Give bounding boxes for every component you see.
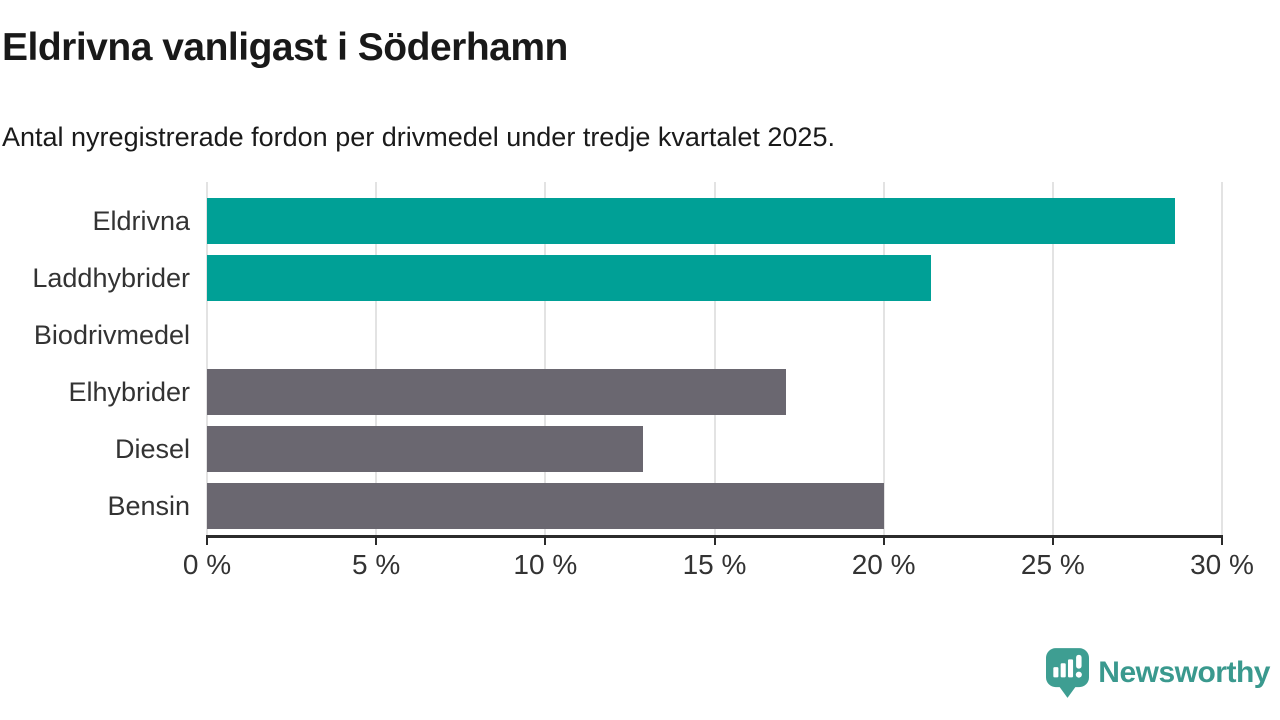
bar-laddhybrider — [207, 255, 932, 301]
x-tick-label: 20 % — [851, 549, 916, 580]
y-tick-label: Laddhybrider — [32, 263, 190, 293]
y-tick-label: Bensin — [107, 491, 190, 521]
x-tick-label: 25 % — [1020, 549, 1085, 580]
gridline — [713, 182, 716, 535]
bar-elhybrider — [207, 369, 786, 415]
bar-bensin — [207, 483, 884, 529]
x-tick-label: 10 % — [513, 549, 578, 580]
newsworthy-bubble-icon — [1046, 648, 1090, 698]
y-tick-label: Biodrivmedel — [33, 320, 190, 350]
x-tick-label: 30 % — [1190, 549, 1254, 580]
axis-tick — [206, 535, 208, 545]
gridline — [206, 182, 208, 535]
bar-eldrivna — [207, 198, 1175, 244]
y-tick-label: Elhybrider — [68, 377, 190, 407]
bar-diesel — [207, 426, 644, 472]
plot-area — [206, 182, 1223, 545]
axis-tick — [544, 535, 547, 545]
chart-subtitle: Antal nyregistrerade fordon per drivmede… — [2, 122, 835, 152]
page-title: Eldrivna vanligast i Söderhamn — [2, 26, 568, 69]
gridline — [375, 182, 378, 535]
axis-tick — [1051, 535, 1054, 545]
axis-tick — [882, 535, 885, 545]
y-tick-label: Eldrivna — [92, 206, 190, 236]
x-tick-label: 15 % — [682, 549, 747, 580]
gridline — [544, 182, 547, 535]
axis-tick — [713, 535, 716, 545]
gridline — [882, 182, 885, 535]
axis-tick — [375, 535, 378, 545]
gridline — [1221, 182, 1223, 535]
axis-tick — [1221, 535, 1223, 545]
x-tick-label: 0 % — [182, 549, 232, 580]
newsworthy-logo: Newsworthy — [1046, 648, 1270, 698]
y-tick-label: Diesel — [114, 434, 190, 464]
brand-name: Newsworthy — [1098, 656, 1270, 689]
gridline — [1051, 182, 1054, 535]
x-tick-label: 5 % — [352, 549, 401, 580]
